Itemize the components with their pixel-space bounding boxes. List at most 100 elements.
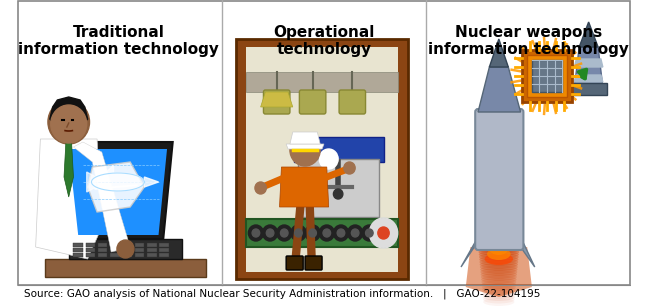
- Circle shape: [333, 225, 348, 241]
- Circle shape: [348, 225, 363, 241]
- Circle shape: [280, 229, 288, 237]
- FancyBboxPatch shape: [246, 219, 398, 247]
- Circle shape: [266, 229, 274, 237]
- Polygon shape: [144, 177, 159, 187]
- FancyBboxPatch shape: [159, 243, 169, 247]
- Polygon shape: [579, 22, 598, 47]
- FancyBboxPatch shape: [135, 248, 144, 252]
- Ellipse shape: [480, 266, 517, 274]
- Circle shape: [362, 225, 377, 241]
- Ellipse shape: [480, 258, 518, 266]
- Ellipse shape: [483, 298, 514, 306]
- FancyBboxPatch shape: [305, 256, 322, 270]
- Text: Traditional
information technology: Traditional information technology: [18, 25, 219, 57]
- Text: Nuclear weapons
information technology: Nuclear weapons information technology: [428, 25, 629, 57]
- Polygon shape: [104, 165, 113, 173]
- FancyBboxPatch shape: [73, 253, 83, 257]
- FancyBboxPatch shape: [532, 60, 562, 92]
- Polygon shape: [104, 191, 113, 199]
- Polygon shape: [280, 167, 329, 207]
- Ellipse shape: [478, 248, 519, 256]
- Circle shape: [365, 229, 373, 237]
- FancyBboxPatch shape: [98, 253, 107, 257]
- FancyBboxPatch shape: [69, 239, 182, 259]
- FancyBboxPatch shape: [123, 248, 132, 252]
- Polygon shape: [575, 59, 603, 67]
- FancyBboxPatch shape: [339, 90, 365, 114]
- Ellipse shape: [481, 273, 517, 281]
- FancyBboxPatch shape: [86, 248, 95, 252]
- Polygon shape: [466, 247, 532, 297]
- Polygon shape: [50, 97, 88, 124]
- Circle shape: [337, 229, 345, 237]
- FancyBboxPatch shape: [159, 248, 169, 252]
- Polygon shape: [73, 142, 130, 252]
- FancyBboxPatch shape: [73, 248, 83, 252]
- Polygon shape: [64, 142, 73, 197]
- FancyBboxPatch shape: [111, 248, 120, 252]
- Ellipse shape: [479, 255, 519, 263]
- Circle shape: [319, 225, 334, 241]
- Ellipse shape: [480, 263, 518, 271]
- Circle shape: [294, 229, 302, 237]
- FancyBboxPatch shape: [123, 253, 132, 257]
- Circle shape: [252, 229, 260, 237]
- FancyBboxPatch shape: [298, 159, 379, 217]
- Ellipse shape: [482, 290, 515, 298]
- FancyBboxPatch shape: [111, 253, 120, 257]
- Circle shape: [369, 218, 398, 248]
- FancyBboxPatch shape: [147, 253, 157, 257]
- FancyBboxPatch shape: [300, 90, 326, 114]
- FancyBboxPatch shape: [523, 50, 571, 102]
- Circle shape: [263, 225, 278, 241]
- Circle shape: [378, 227, 389, 239]
- FancyBboxPatch shape: [527, 55, 567, 97]
- FancyBboxPatch shape: [86, 253, 95, 257]
- Ellipse shape: [482, 288, 515, 296]
- Polygon shape: [521, 237, 535, 267]
- Circle shape: [309, 229, 317, 237]
- Circle shape: [352, 229, 359, 237]
- Circle shape: [290, 134, 320, 166]
- Ellipse shape: [478, 243, 519, 251]
- Ellipse shape: [478, 240, 520, 248]
- FancyBboxPatch shape: [246, 47, 398, 272]
- Ellipse shape: [478, 246, 519, 254]
- FancyBboxPatch shape: [294, 137, 384, 162]
- Circle shape: [248, 225, 263, 241]
- Ellipse shape: [482, 278, 516, 286]
- Circle shape: [51, 105, 86, 143]
- Circle shape: [117, 240, 134, 258]
- Ellipse shape: [481, 275, 517, 283]
- Text: Source: GAO analysis of National Nuclear Security Administration information.   : Source: GAO analysis of National Nuclear…: [24, 289, 541, 299]
- FancyBboxPatch shape: [135, 243, 144, 247]
- FancyBboxPatch shape: [98, 248, 107, 252]
- Polygon shape: [478, 67, 521, 112]
- Ellipse shape: [482, 286, 515, 293]
- Polygon shape: [290, 132, 320, 144]
- Ellipse shape: [487, 248, 511, 260]
- Circle shape: [323, 229, 331, 237]
- FancyBboxPatch shape: [98, 243, 107, 247]
- FancyBboxPatch shape: [73, 243, 83, 247]
- Polygon shape: [261, 92, 292, 107]
- Ellipse shape: [478, 238, 520, 246]
- Circle shape: [305, 225, 320, 241]
- Circle shape: [277, 225, 292, 241]
- Polygon shape: [92, 173, 144, 191]
- Circle shape: [376, 225, 391, 241]
- Circle shape: [344, 162, 355, 174]
- Ellipse shape: [479, 251, 519, 258]
- Circle shape: [291, 225, 306, 241]
- Circle shape: [255, 182, 266, 194]
- Circle shape: [48, 100, 90, 144]
- Ellipse shape: [489, 243, 508, 255]
- Text: Operational
technology: Operational technology: [273, 25, 374, 57]
- Polygon shape: [286, 144, 324, 149]
- Ellipse shape: [480, 261, 518, 269]
- FancyBboxPatch shape: [263, 90, 290, 114]
- FancyBboxPatch shape: [123, 243, 132, 247]
- Polygon shape: [88, 162, 144, 212]
- FancyBboxPatch shape: [86, 243, 95, 247]
- FancyBboxPatch shape: [236, 39, 408, 279]
